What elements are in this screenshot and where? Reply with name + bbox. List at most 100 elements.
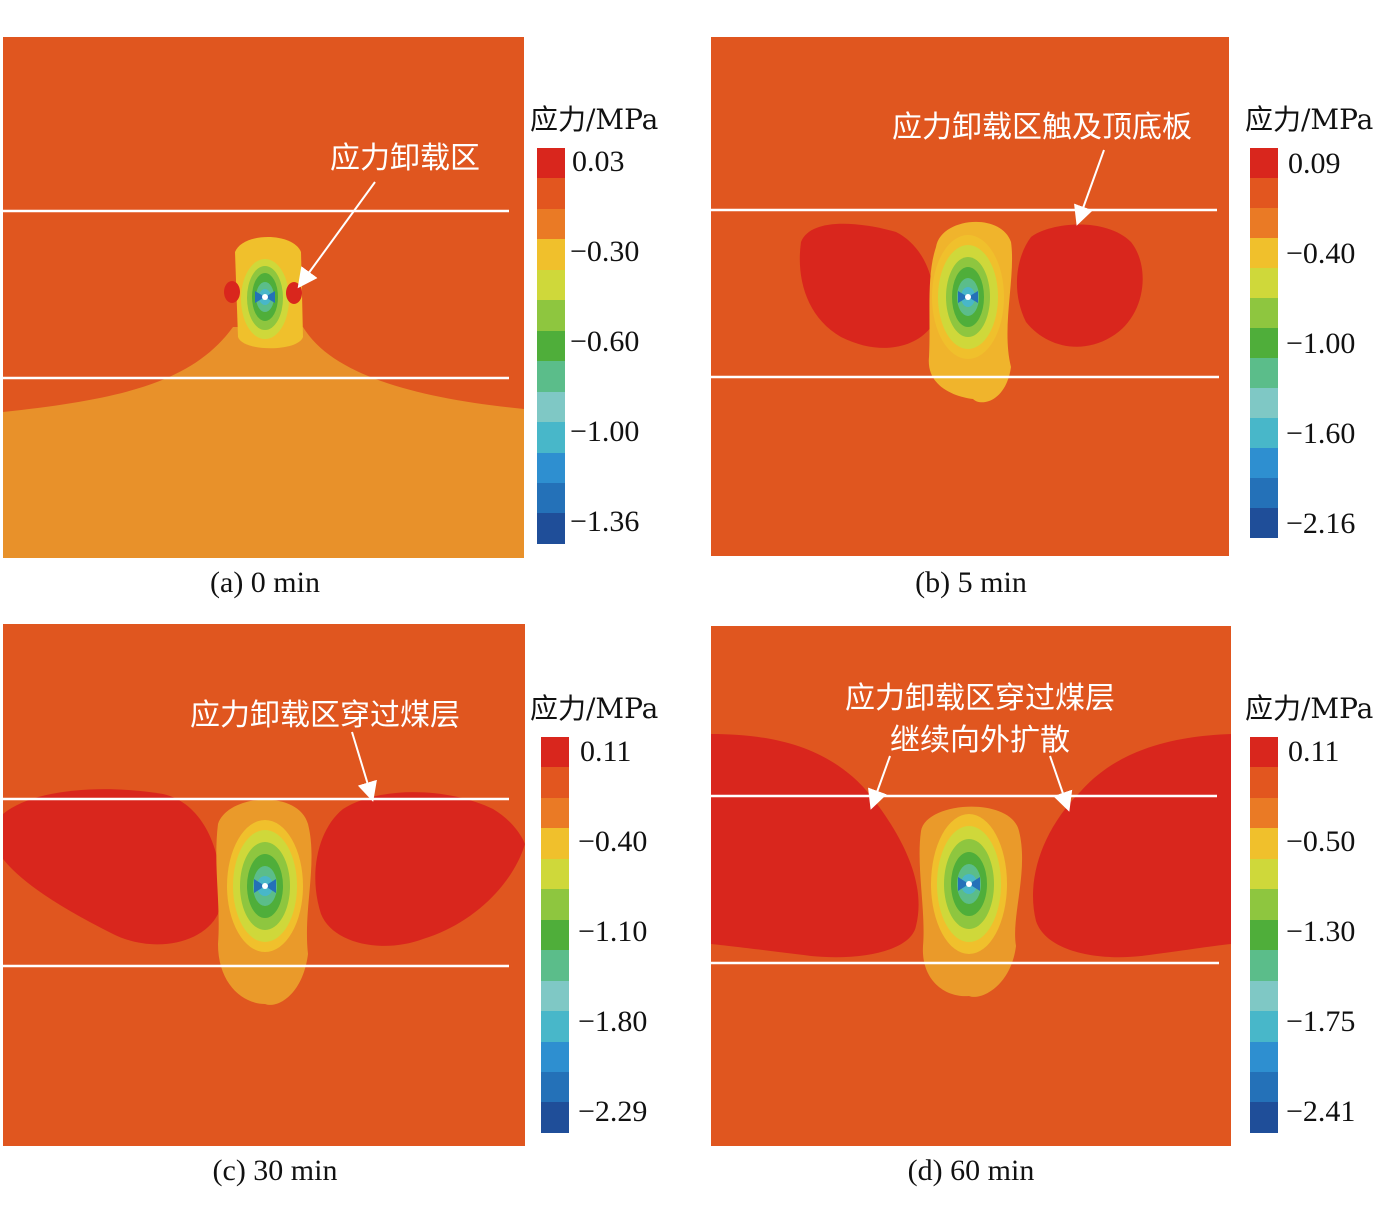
colorbar-segment bbox=[541, 858, 569, 890]
colorbar-segment bbox=[1250, 737, 1278, 768]
colorbar-title-d: 应力/MPa bbox=[1245, 692, 1374, 725]
relief-zone-right bbox=[1016, 224, 1143, 347]
colorbar-tick-b-1: 0.09 bbox=[1288, 147, 1341, 180]
colorbar-segment bbox=[1250, 208, 1278, 238]
colorbar-segment bbox=[537, 422, 565, 453]
annotation-a: 应力卸载区 bbox=[330, 138, 480, 180]
colorbar-segment bbox=[1250, 478, 1278, 508]
lower-orange-region bbox=[3, 327, 524, 558]
colorbar-tick-c-2: −0.40 bbox=[578, 825, 648, 858]
borehole bbox=[966, 881, 972, 887]
colorbar-c bbox=[541, 737, 569, 1133]
borehole bbox=[262, 294, 268, 300]
annotation-c-line-1: 应力卸载区穿过煤层 bbox=[190, 698, 460, 733]
colorbar-tick-a-5: −1.36 bbox=[570, 505, 640, 538]
colorbar-segment bbox=[537, 300, 565, 331]
colorbar-tick-a-2: −0.30 bbox=[570, 235, 640, 268]
annotation-d-line-2: 继续向外扩散 bbox=[890, 723, 1070, 758]
colorbar-segment bbox=[537, 391, 565, 423]
colorbar-segment bbox=[541, 950, 569, 981]
colorbar-segment bbox=[537, 330, 565, 362]
caption-a: (a) 0 min bbox=[210, 566, 320, 599]
caption-c: (c) 30 min bbox=[212, 1154, 338, 1187]
caption-b: (b) 5 min bbox=[915, 566, 1027, 599]
stress-field-c bbox=[3, 624, 525, 1146]
colorbar-segment bbox=[537, 208, 565, 240]
colorbar-segment bbox=[541, 828, 569, 859]
colorbar-segment bbox=[1250, 448, 1278, 478]
relief-zone-right bbox=[315, 792, 525, 946]
colorbar-segment bbox=[1250, 1011, 1278, 1042]
relief-zone-right bbox=[1033, 734, 1231, 958]
colorbar-tick-a-1: 0.03 bbox=[572, 145, 625, 178]
colorbar-tick-c-3: −1.10 bbox=[578, 915, 648, 948]
colorbar-segment bbox=[541, 797, 569, 829]
annotation-b: 应力卸载区触及顶底板 bbox=[892, 107, 1192, 149]
borehole bbox=[965, 294, 971, 300]
relief-zone-left bbox=[224, 281, 240, 303]
annotation-b-line-1: 应力卸载区触及顶底板 bbox=[892, 110, 1192, 145]
colorbar-tick-a-3: −0.60 bbox=[570, 325, 640, 358]
relief-zone-right bbox=[286, 282, 302, 304]
colorbar-segment bbox=[537, 178, 565, 209]
annotation-d: 应力卸载区穿过煤层 继续向外扩散 bbox=[830, 678, 1130, 762]
colorbar-segment bbox=[541, 737, 569, 768]
colorbar-tick-d-5: −2.41 bbox=[1286, 1095, 1356, 1128]
stress-field-b bbox=[711, 37, 1229, 556]
colorbar-segment bbox=[537, 148, 565, 179]
colorbar-segment bbox=[1250, 767, 1278, 798]
colorbar-segment bbox=[1250, 508, 1278, 538]
colorbar-segment bbox=[1250, 238, 1278, 268]
colorbar-title-c: 应力/MPa bbox=[530, 692, 659, 725]
colorbar-tick-c-1: 0.11 bbox=[580, 735, 632, 768]
colorbar-segment bbox=[1250, 1102, 1278, 1133]
colorbar-segment bbox=[1250, 797, 1278, 829]
relief-zone-left bbox=[3, 789, 221, 945]
relief-zone-left bbox=[799, 223, 935, 348]
colorbar-segment bbox=[541, 980, 569, 1012]
colorbar-tick-a-4: −1.00 bbox=[570, 415, 640, 448]
colorbar-segment bbox=[537, 482, 565, 514]
colorbar-tick-c-4: −1.80 bbox=[578, 1005, 648, 1038]
colorbar-segment bbox=[1250, 889, 1278, 920]
colorbar-segment bbox=[1250, 148, 1278, 178]
colorbar-segment bbox=[537, 513, 565, 544]
colorbar-segment bbox=[1250, 388, 1278, 418]
colorbar-segment bbox=[1250, 858, 1278, 890]
colorbar-d bbox=[1250, 737, 1278, 1133]
relief-zone-left bbox=[711, 734, 919, 958]
annotation-c: 应力卸载区穿过煤层 bbox=[190, 695, 460, 737]
annotation-d-line-1: 应力卸载区穿过煤层 bbox=[845, 681, 1115, 716]
colorbar-tick-c-5: −2.29 bbox=[578, 1095, 648, 1128]
colorbar-segment bbox=[1250, 1041, 1278, 1072]
colorbar-segment bbox=[1250, 980, 1278, 1012]
stress-field-d bbox=[711, 626, 1231, 1146]
colorbar-segment bbox=[1250, 919, 1278, 951]
colorbar-segment bbox=[1250, 950, 1278, 981]
colorbar-tick-d-3: −1.30 bbox=[1286, 915, 1356, 948]
colorbar-a bbox=[537, 148, 565, 544]
colorbar-segment bbox=[541, 1071, 569, 1103]
colorbar-segment bbox=[541, 767, 569, 798]
colorbar-segment bbox=[537, 361, 565, 392]
colorbar-tick-d-4: −1.75 bbox=[1286, 1005, 1356, 1038]
colorbar-segment bbox=[541, 1102, 569, 1133]
colorbar-segment bbox=[541, 1011, 569, 1042]
colorbar-b bbox=[1250, 148, 1278, 538]
colorbar-title-a: 应力/MPa bbox=[530, 103, 659, 136]
colorbar-segment bbox=[537, 452, 565, 483]
borehole bbox=[262, 883, 268, 889]
stress-field-a bbox=[3, 37, 524, 558]
colorbar-segment bbox=[1250, 1071, 1278, 1103]
colorbar-tick-d-2: −0.50 bbox=[1286, 825, 1356, 858]
annotation-a-line-1: 应力卸载区 bbox=[330, 141, 480, 176]
colorbar-segment bbox=[541, 1041, 569, 1072]
colorbar-segment bbox=[1250, 828, 1278, 859]
colorbar-tick-d-1: 0.11 bbox=[1288, 735, 1340, 768]
colorbar-segment bbox=[1250, 328, 1278, 358]
caption-d: (d) 60 min bbox=[907, 1154, 1035, 1187]
colorbar-segment bbox=[537, 239, 565, 270]
colorbar-tick-b-4: −1.60 bbox=[1286, 417, 1356, 450]
colorbar-segment bbox=[537, 269, 565, 301]
colorbar-tick-b-2: −0.40 bbox=[1286, 237, 1356, 270]
